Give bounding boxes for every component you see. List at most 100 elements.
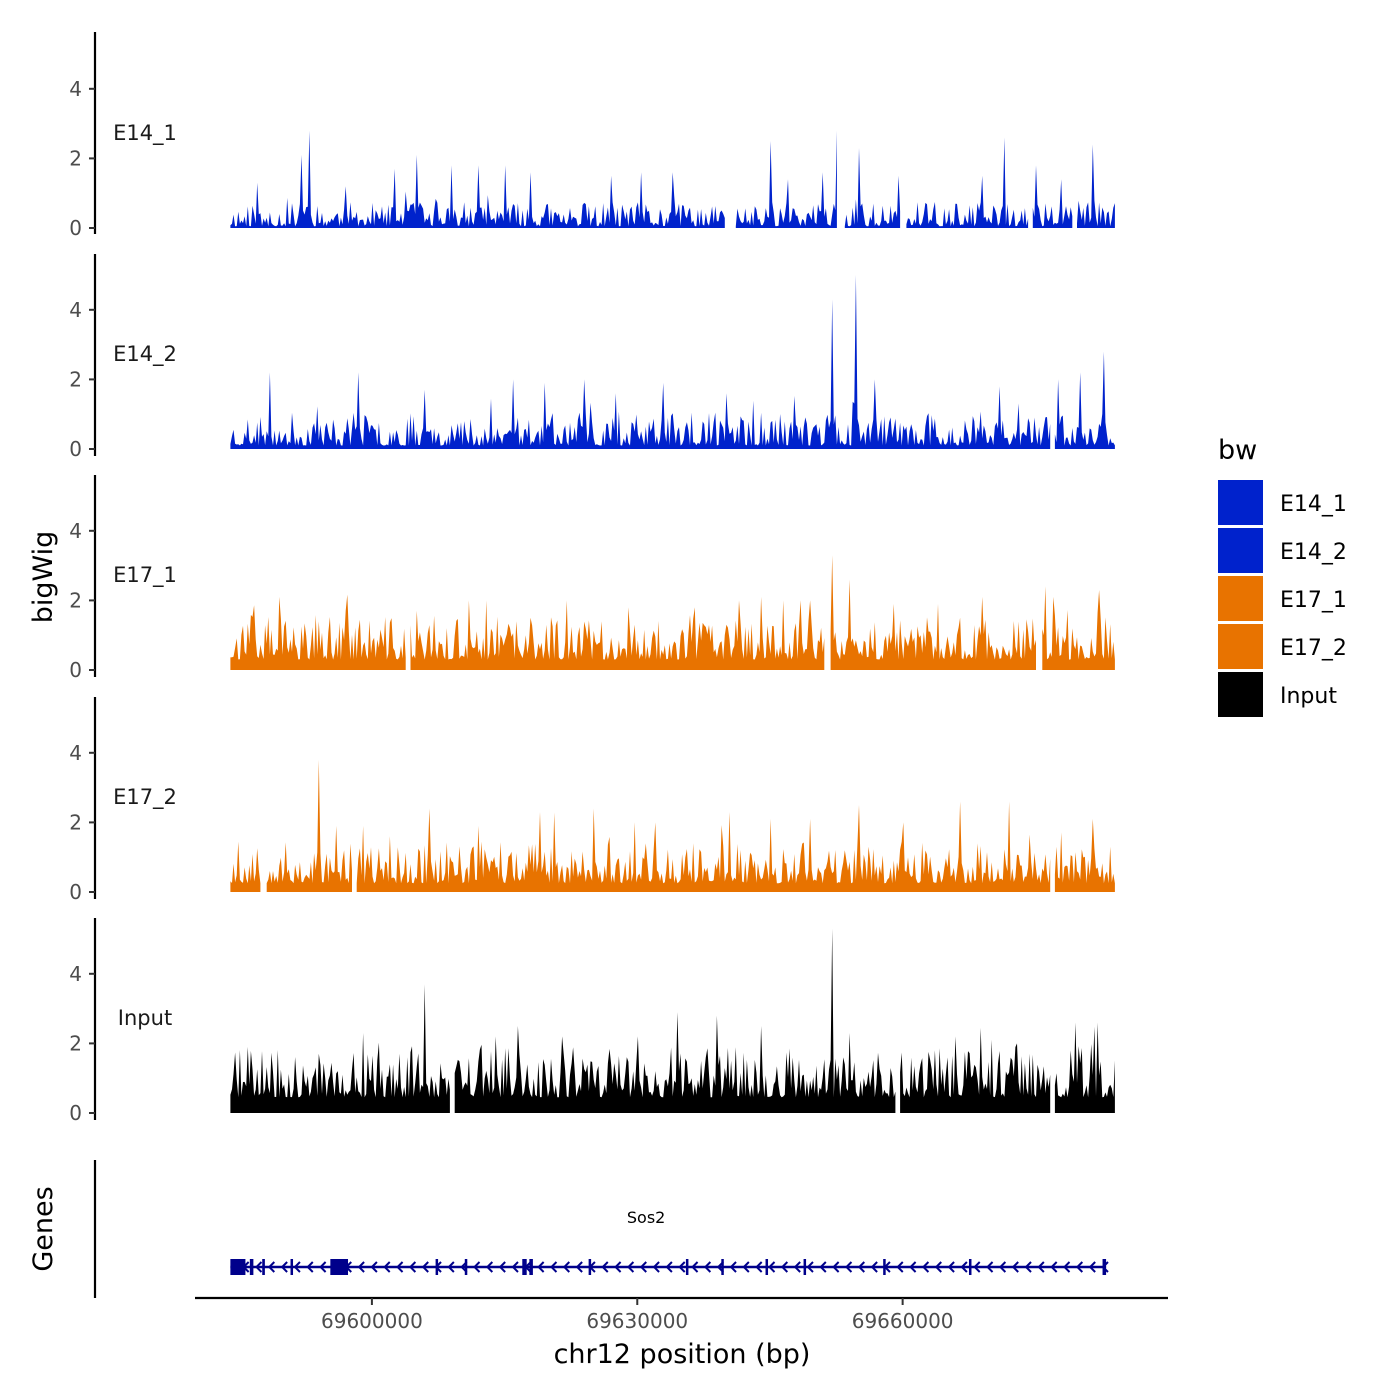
track-label: E17_2 [113, 785, 177, 810]
strand-arrow [280, 1261, 288, 1273]
x-axis: 69600000 69630000 69660000 [195, 1296, 1168, 1333]
track-Input: 0 2 4 Input [69, 918, 1115, 1125]
x-tick-label: 69660000 [852, 1309, 954, 1333]
strand-arrow [793, 1261, 801, 1273]
strand-arrow [1050, 1261, 1058, 1273]
signal-area-E17_2 [230, 759, 1115, 892]
y-tick-label: 2 [69, 1031, 82, 1055]
strand-arrow [383, 1261, 391, 1273]
legend-label: E17_2 [1280, 636, 1347, 661]
strand-arrow [485, 1261, 494, 1273]
y-tick-label: 2 [69, 367, 82, 391]
x-tick-label: 69630000 [586, 1309, 688, 1333]
strand-arrow [986, 1261, 994, 1273]
gene-exon [529, 1259, 533, 1275]
signal-tracks: 0 2 4 E14_1 0 2 4 E14_2 0 2 4 E17_1 0 2 4 E17_2 0 2 4 Input [69, 32, 1115, 1125]
strand-arrow [678, 1261, 686, 1273]
track-label: Input [118, 1006, 172, 1030]
gene-track: Sos2 [93, 1160, 1109, 1298]
strand-arrow [703, 1261, 712, 1273]
strand-arrow [357, 1261, 365, 1273]
strand-arrow [1011, 1261, 1019, 1273]
y-tick-label: 4 [69, 77, 82, 101]
strand-arrow [806, 1261, 814, 1273]
strand-arrow [845, 1261, 853, 1273]
strand-arrow [396, 1261, 404, 1273]
strand-arrow [857, 1261, 866, 1273]
strand-arrow [639, 1261, 647, 1273]
strand-arrow [447, 1261, 455, 1273]
track-E14_1: 0 2 4 E14_1 [69, 32, 1115, 240]
signal-area-E14_1 [230, 130, 1115, 228]
track-E17_1: 0 2 4 E17_1 [69, 475, 1115, 682]
y-tick-label: 4 [69, 298, 82, 322]
strand-arrow [922, 1261, 930, 1273]
legend-label: E14_1 [1280, 492, 1347, 517]
y-tick-label: 2 [69, 810, 82, 834]
strand-arrow [498, 1261, 506, 1273]
strand-arrow [780, 1261, 789, 1273]
gene-exon [588, 1259, 592, 1275]
strand-arrow [934, 1261, 942, 1273]
y-tick-label: 4 [69, 741, 82, 765]
legend-label: Input [1280, 684, 1337, 709]
gene-exon [249, 1259, 254, 1275]
gene-name-label: Sos2 [627, 1208, 665, 1227]
gene-exon [435, 1259, 439, 1275]
legend: bw E14_1 E14_2 E17_1 E17_2 Input [1218, 435, 1347, 717]
strand-arrow [909, 1261, 917, 1273]
gene-exon [230, 1259, 246, 1275]
strand-arrow [1063, 1261, 1071, 1273]
strand-arrow [319, 1261, 327, 1273]
gene-exon [968, 1259, 972, 1275]
legend-label: E17_1 [1280, 588, 1347, 613]
strand-arrow [614, 1261, 622, 1273]
signal-area-E17_1 [230, 555, 1115, 670]
strand-arrow [742, 1261, 750, 1273]
x-tick-label: 69600000 [321, 1309, 423, 1333]
strand-arrow [832, 1261, 840, 1273]
gene-exon [883, 1259, 886, 1275]
y-tick-label: 0 [69, 437, 82, 461]
strand-arrow [870, 1261, 878, 1273]
y-tick-label: 4 [69, 519, 82, 543]
strand-arrow [665, 1261, 673, 1273]
strand-arrow [408, 1261, 417, 1273]
strand-arrow [947, 1261, 955, 1273]
y-tick-label: 0 [69, 880, 82, 904]
legend-swatch-E14_2 [1218, 528, 1263, 573]
gene-exon [765, 1259, 769, 1275]
gene-exon [262, 1259, 265, 1275]
legend-swatch-E17_1 [1218, 576, 1263, 621]
strand-arrow [1037, 1261, 1045, 1273]
strand-arrow [1024, 1261, 1032, 1273]
strand-arrow [819, 1261, 827, 1273]
track-E17_2: 0 2 4 E17_2 [69, 697, 1115, 904]
track-label: E17_1 [113, 563, 177, 588]
y-tick-label: 0 [69, 658, 82, 682]
gene-Sos2: Sos2 [230, 1208, 1109, 1275]
strand-arrow [267, 1261, 276, 1273]
track-E14_2: 0 2 4 E14_2 [69, 254, 1115, 461]
strand-arrow [691, 1261, 699, 1273]
gene-exon [685, 1259, 689, 1275]
strand-arrow [960, 1261, 968, 1273]
gene-exon [1102, 1259, 1107, 1275]
strand-arrow [293, 1261, 301, 1273]
strand-arrow [896, 1261, 904, 1273]
strand-arrow [627, 1261, 635, 1273]
strand-arrow [652, 1261, 660, 1273]
strand-arrow [550, 1261, 558, 1273]
strand-arrow [973, 1261, 981, 1273]
strand-arrow [575, 1261, 583, 1273]
y-tick-label: 0 [69, 1101, 82, 1125]
gene-exon [464, 1259, 468, 1275]
gene-exon [803, 1259, 807, 1275]
strand-arrow [768, 1261, 776, 1273]
y-tick-label: 2 [69, 588, 82, 612]
gene-exon [522, 1259, 527, 1275]
y-axis-title: bigWig [28, 531, 59, 624]
gene-exon [290, 1259, 294, 1275]
